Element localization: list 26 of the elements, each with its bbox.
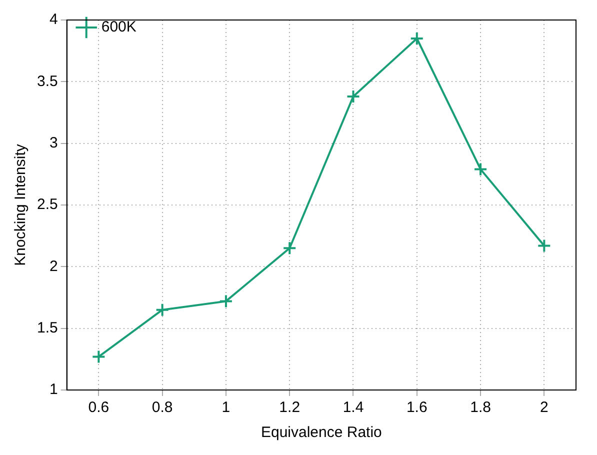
x-tick-label: 0.6 <box>88 399 110 416</box>
point <box>410 32 424 46</box>
x-tick-label: 0.8 <box>152 399 173 416</box>
point <box>474 162 488 176</box>
x-tick-label: 1.6 <box>406 399 428 416</box>
x-tick-label: 1.2 <box>279 399 300 416</box>
point <box>282 241 297 256</box>
point <box>92 350 106 364</box>
point <box>537 238 552 253</box>
y-tick-label: 3.5 <box>36 72 58 90</box>
x-axis-title: Equivalence Ratio <box>260 424 382 442</box>
y-tick-label: 3 <box>50 134 58 152</box>
y-tick-label: 1 <box>50 381 58 398</box>
x-tick-label: 2 <box>540 399 548 416</box>
y-axis-title: Knocking Intensity <box>12 144 30 266</box>
y-tick-label: 1.5 <box>36 319 58 336</box>
y-tick-label: 2.5 <box>36 196 58 214</box>
legend-label: 600K <box>101 18 136 36</box>
x-tick-label: 1.8 <box>470 399 491 416</box>
x-tick-label: 1.4 <box>342 399 364 416</box>
point <box>218 294 233 308</box>
y-tick-label: 2 <box>50 258 58 275</box>
point <box>155 302 170 317</box>
y-tick-label: 4 <box>50 11 58 28</box>
x-tick-label: 1 <box>222 399 230 416</box>
point <box>346 89 360 104</box>
